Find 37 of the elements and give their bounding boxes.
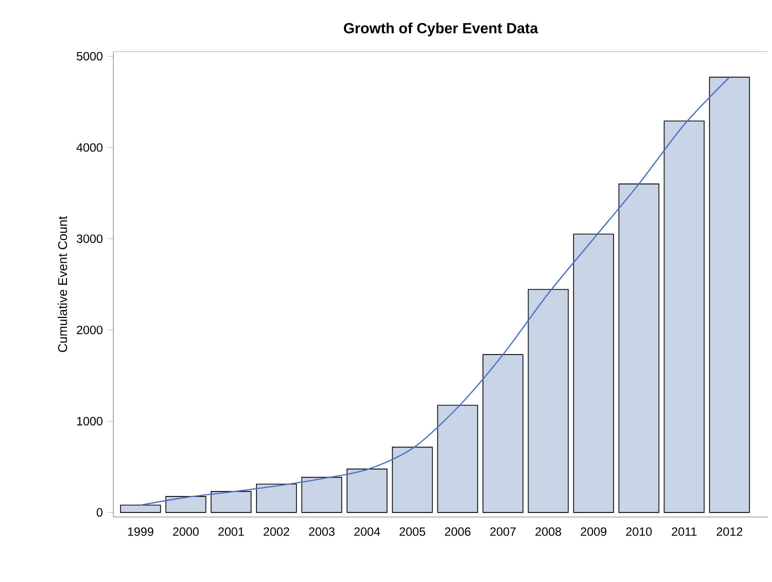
line-series	[140, 76, 730, 506]
bar	[346, 468, 388, 513]
y-tick-label: 4000	[76, 143, 102, 152]
bar	[482, 354, 524, 513]
x-tick-label: 2005	[400, 527, 426, 536]
bar	[709, 76, 750, 513]
y-tick-label: 0	[96, 508, 102, 517]
bar	[165, 496, 206, 513]
x-tick-label: 2000	[173, 527, 199, 536]
bar	[618, 184, 660, 513]
chart-title: Growth of Cyber Event Data	[344, 22, 538, 36]
x-tick-label: 2003	[309, 527, 335, 536]
x-tick-label: 1999	[128, 527, 154, 536]
x-tick-label: 2008	[536, 527, 562, 536]
y-tick-label: 3000	[76, 234, 102, 243]
bar	[664, 120, 705, 513]
bar	[210, 491, 252, 513]
x-tick-label: 2007	[490, 527, 516, 536]
bar	[573, 234, 614, 513]
x-tick-label: 2002	[264, 527, 290, 536]
y-axis-title: Cumulative Event Count	[58, 216, 68, 352]
bar	[301, 476, 342, 513]
x-tick-label: 2009	[580, 527, 606, 536]
bar	[392, 446, 433, 513]
x-tick-label: 2010	[626, 527, 652, 536]
x-tick-label: 2004	[354, 527, 380, 536]
x-tick-label: 2006	[444, 527, 470, 536]
bar	[120, 504, 161, 513]
x-tick-label: 2011	[672, 527, 696, 536]
bar	[437, 404, 478, 513]
y-tick-label: 2000	[76, 326, 102, 334]
y-tick-label: 1000	[77, 416, 102, 426]
x-tick-label: 2001	[218, 527, 244, 536]
bar	[528, 288, 569, 513]
bar	[256, 484, 297, 513]
x-tick-label: 2012	[716, 527, 742, 536]
y-tick-label: 5000	[76, 52, 102, 60]
